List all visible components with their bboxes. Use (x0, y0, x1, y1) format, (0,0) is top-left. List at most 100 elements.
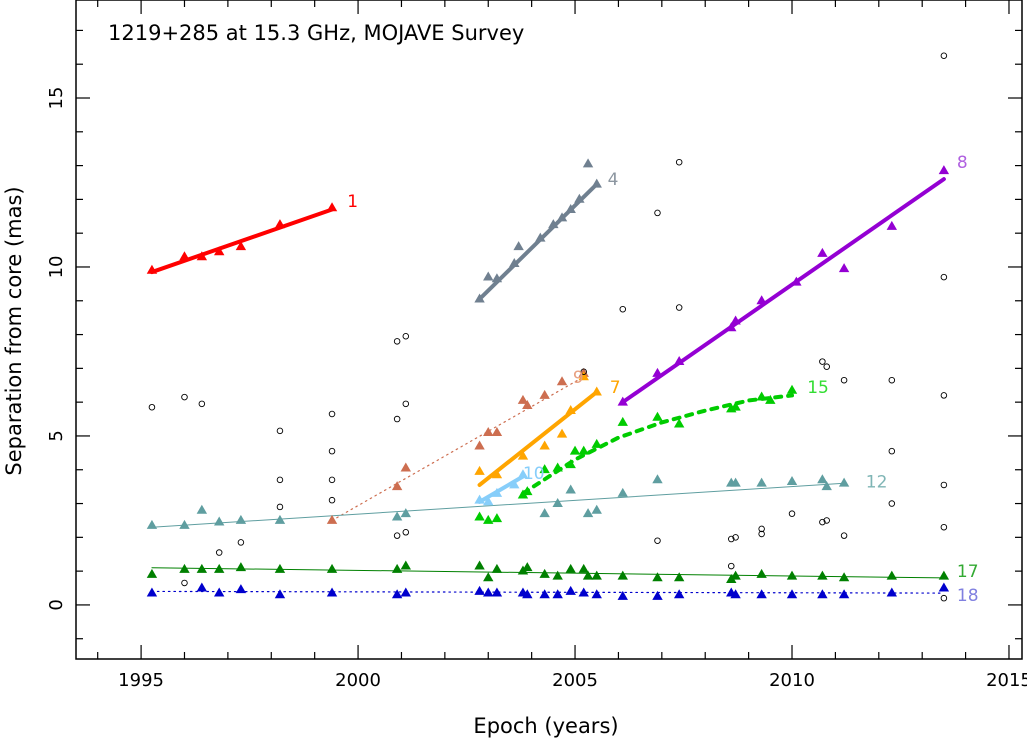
data-point (652, 572, 663, 582)
data-point (509, 258, 520, 268)
data-point (617, 487, 628, 497)
data-point (817, 474, 828, 484)
data-point (237, 539, 245, 546)
data-point (491, 426, 503, 436)
data-point (235, 584, 247, 594)
x-tick-label: 2015 (986, 670, 1027, 691)
data-point (675, 158, 683, 166)
data-point (274, 563, 286, 573)
data-point (673, 418, 685, 428)
data-point (817, 247, 828, 257)
data-point (483, 496, 494, 506)
data-point (552, 589, 563, 599)
fit-line (477, 474, 525, 504)
data-point (654, 537, 661, 544)
component-label: 18 (957, 586, 979, 606)
data-point (391, 511, 403, 521)
data-point (758, 530, 765, 538)
data-point (522, 589, 533, 599)
data-point (522, 562, 533, 572)
data-point (491, 273, 503, 283)
data-point (888, 500, 896, 507)
data-point (565, 585, 576, 595)
data-point (821, 481, 832, 491)
data-point (823, 517, 830, 524)
component-label: 7 (610, 378, 621, 398)
y-axis-label: Separation from core (mas) (2, 186, 26, 475)
data-point (673, 572, 685, 582)
data-point (522, 486, 533, 496)
data-point (786, 570, 798, 580)
data-point (652, 590, 663, 600)
data-point (556, 376, 568, 386)
data-point (938, 165, 950, 175)
data-point (196, 504, 208, 514)
data-point (393, 415, 401, 423)
data-point (591, 178, 602, 188)
data-point (179, 519, 190, 529)
component-label: 17 (957, 562, 979, 582)
data-point (654, 209, 661, 217)
data-point (938, 582, 950, 592)
data-point (235, 241, 247, 251)
data-point (673, 356, 685, 366)
data-point (582, 508, 594, 518)
data-point (491, 513, 503, 523)
data-point (517, 469, 529, 479)
component-labels: 1 4 8 9 7 10 15 12 17 18 (347, 153, 978, 606)
data-point (756, 295, 767, 305)
data-point (817, 589, 828, 599)
data-point (730, 401, 741, 411)
data-point (817, 570, 828, 580)
fit-line (149, 207, 335, 275)
data-point (838, 572, 850, 582)
data-point (326, 514, 338, 524)
data-point (402, 529, 410, 536)
data-point (591, 504, 602, 514)
data-point (940, 594, 948, 602)
data-point (591, 386, 602, 396)
data-point (940, 523, 948, 531)
data-point (196, 582, 208, 592)
fit-line (151, 567, 945, 579)
x-tick-label: 1995 (118, 670, 164, 691)
data-point (582, 570, 594, 580)
data-point (146, 587, 158, 597)
data-point (513, 241, 524, 251)
data-point (539, 440, 550, 450)
data-point (838, 589, 850, 599)
data-point (483, 514, 494, 524)
data-point (474, 440, 485, 450)
data-point (591, 589, 602, 599)
data-point (582, 158, 594, 168)
data-point (786, 475, 798, 485)
data-point (179, 251, 190, 261)
data-point (179, 563, 190, 573)
data-point (539, 464, 550, 474)
data-point (552, 462, 563, 472)
data-points (146, 52, 950, 602)
chart-title: 1219+285 at 15.3 GHz, MOJAVE Survey (108, 21, 524, 45)
x-tick-label: 2000 (335, 670, 381, 691)
data-point (652, 367, 663, 377)
data-point (552, 570, 563, 580)
data-point (393, 532, 401, 539)
data-point (786, 384, 798, 394)
data-point (215, 549, 223, 556)
data-point (274, 514, 286, 524)
axes: 1995 2000 2005 2010 2015 0 5 10 15 (46, 0, 1027, 691)
component-label: 1 (347, 192, 358, 212)
data-point (619, 305, 627, 313)
data-point (565, 563, 576, 573)
data-point (652, 411, 663, 421)
data-point (483, 426, 494, 436)
data-point (509, 479, 520, 489)
data-point (938, 570, 950, 580)
data-point (886, 570, 898, 580)
component-label: 15 (807, 378, 829, 398)
data-point (675, 304, 683, 311)
data-point (276, 427, 284, 435)
data-point (539, 568, 550, 578)
component-label: 10 (523, 464, 545, 484)
data-point (838, 477, 850, 487)
